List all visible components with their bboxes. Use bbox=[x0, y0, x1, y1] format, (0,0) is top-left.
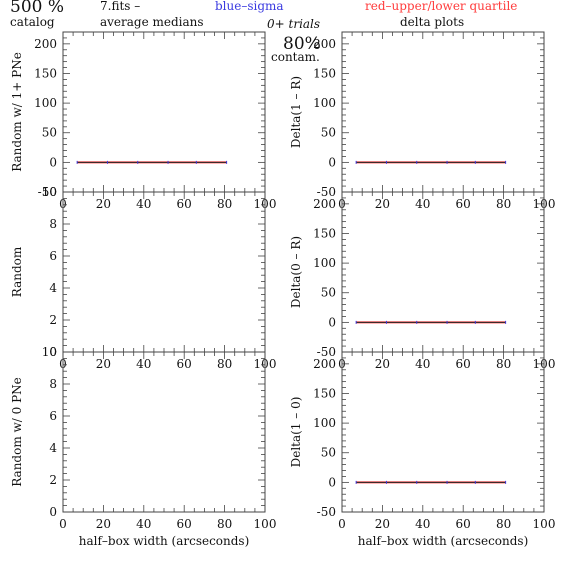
plot-frame bbox=[341, 31, 545, 193]
x-tick-label: 40 bbox=[415, 517, 430, 531]
x-tick-label: 80 bbox=[217, 357, 232, 371]
y-tick-label: 200 bbox=[313, 37, 336, 51]
header: 500 % catalog 7.fits – average medians b… bbox=[10, 0, 517, 64]
x-tick-label: 60 bbox=[177, 197, 192, 211]
panel-left-bottom: 0 20 40 60 80 100 0 2 4 6 8 10 Random w/ 0 PNe half–b… bbox=[10, 345, 276, 548]
trials-label: 0+ trials bbox=[267, 17, 320, 31]
catalog-value: 500 % bbox=[10, 0, 64, 17]
x-tick-label: 80 bbox=[217, 517, 232, 531]
x-tick-label: 20 bbox=[375, 197, 390, 211]
plot-frame bbox=[341, 191, 545, 353]
contam-label: contam. bbox=[271, 50, 320, 64]
y-tick-label: 8 bbox=[49, 217, 57, 231]
y-tick-label: 150 bbox=[313, 66, 336, 80]
y-tick-label: 10 bbox=[42, 185, 57, 199]
y-tick-label: -50 bbox=[317, 185, 336, 199]
x-tick-label: 20 bbox=[96, 197, 111, 211]
y-tick-label: -50 bbox=[38, 185, 57, 199]
y-tick-label: 50 bbox=[321, 126, 336, 140]
y-tick-label: 200 bbox=[313, 197, 336, 211]
x-axis-label: half–box width (arcseconds) bbox=[358, 534, 529, 548]
legend-red-quartile: red–upper/lower quartile bbox=[365, 0, 517, 13]
y-tick-label: 0 bbox=[328, 155, 336, 169]
x-tick-label: 100 bbox=[533, 517, 556, 531]
y-tick-label: 6 bbox=[49, 409, 57, 423]
x-tick-label: 60 bbox=[177, 357, 192, 371]
x-tick-label: 20 bbox=[96, 517, 111, 531]
x-tick-label: 80 bbox=[496, 197, 511, 211]
x-tick-label: 40 bbox=[136, 197, 151, 211]
plot-frame bbox=[341, 351, 545, 513]
y-axis-label: Random w/ 0 PNe bbox=[10, 377, 24, 487]
y-tick-label: 0 bbox=[328, 475, 336, 489]
y-tick-label: 4 bbox=[49, 441, 57, 455]
y-tick-label: 0 bbox=[49, 155, 57, 169]
x-tick-label: 20 bbox=[375, 517, 390, 531]
y-tick-label: 50 bbox=[42, 126, 57, 140]
x-tick-label: 20 bbox=[96, 357, 111, 371]
y-tick-label: 200 bbox=[313, 357, 336, 371]
plot-frame bbox=[62, 351, 266, 513]
y-tick-label: 200 bbox=[34, 37, 57, 51]
x-tick-label: 80 bbox=[496, 357, 511, 371]
y-tick-label: 50 bbox=[321, 286, 336, 300]
legend-blue-sigma: blue–sigma bbox=[215, 0, 284, 13]
y-tick-label: 8 bbox=[49, 377, 57, 391]
x-tick-label: 80 bbox=[496, 517, 511, 531]
x-tick-label: 60 bbox=[456, 517, 471, 531]
x-tick-label: 40 bbox=[415, 197, 430, 211]
y-tick-label: 50 bbox=[321, 446, 336, 460]
y-tick-label: 0 bbox=[49, 345, 57, 359]
y-tick-label: 10 bbox=[42, 345, 57, 359]
y-tick-label: 100 bbox=[313, 416, 336, 430]
plot-frame bbox=[62, 191, 266, 353]
y-tick-label: 100 bbox=[34, 96, 57, 110]
catalog-label: catalog bbox=[10, 15, 55, 29]
y-axis-label: Random w/ 1+ PNe bbox=[10, 52, 24, 172]
x-tick-label: 0 bbox=[59, 517, 67, 531]
x-tick-label: 60 bbox=[456, 197, 471, 211]
y-axis-label: Delta(0 – R) bbox=[289, 236, 303, 308]
y-tick-label: 150 bbox=[313, 386, 336, 400]
contam-value: 80% bbox=[283, 34, 321, 54]
x-tick-label: 100 bbox=[254, 517, 277, 531]
x-tick-label: 80 bbox=[217, 197, 232, 211]
delta-plots-title: delta plots bbox=[400, 15, 464, 29]
y-tick-label: 2 bbox=[49, 473, 57, 487]
x-tick-label: 60 bbox=[456, 357, 471, 371]
y-tick-label: 6 bbox=[49, 249, 57, 263]
y-axis-label: Random bbox=[10, 246, 24, 297]
y-tick-label: -50 bbox=[317, 345, 336, 359]
y-tick-label: 150 bbox=[34, 66, 57, 80]
file-label: 7.fits – bbox=[100, 0, 140, 13]
y-tick-label: 150 bbox=[313, 226, 336, 240]
y-axis-label: Delta(1 – 0) bbox=[289, 397, 303, 468]
plot-frame bbox=[62, 31, 266, 193]
y-tick-label: 2 bbox=[49, 313, 57, 327]
y-tick-label: 4 bbox=[49, 281, 57, 295]
x-tick-label: 40 bbox=[415, 357, 430, 371]
y-tick-label: 100 bbox=[313, 256, 336, 270]
y-tick-label: -50 bbox=[317, 505, 336, 519]
y-axis-label: Delta(1 – R) bbox=[289, 76, 303, 148]
y-tick-label: 0 bbox=[49, 505, 57, 519]
medians-label: average medians bbox=[100, 15, 204, 29]
x-tick-label: 0 bbox=[338, 517, 346, 531]
y-tick-label: 0 bbox=[328, 315, 336, 329]
x-tick-label: 20 bbox=[375, 357, 390, 371]
y-tick-label: 100 bbox=[313, 96, 336, 110]
x-axis-label: half–box width (arcseconds) bbox=[79, 534, 250, 548]
x-tick-label: 40 bbox=[136, 517, 151, 531]
x-tick-label: 40 bbox=[136, 357, 151, 371]
x-tick-label: 60 bbox=[177, 517, 192, 531]
